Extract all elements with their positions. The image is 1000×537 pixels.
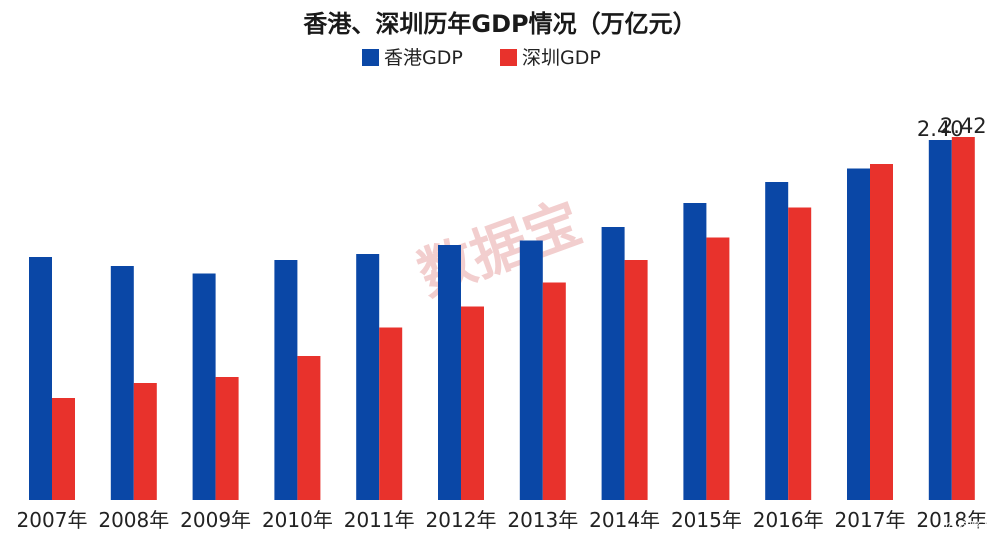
x-tick-label: 2011年	[344, 508, 415, 532]
x-tick-label: 2013年	[507, 508, 578, 532]
bar-sz-5	[461, 306, 484, 500]
data-labels: 2.402.42	[917, 114, 987, 141]
bar-hk-2	[192, 273, 216, 500]
bar-sz-6	[542, 282, 566, 500]
bar-sz-4	[379, 327, 403, 500]
x-tick-label: 2018年	[916, 508, 987, 532]
bar-hk-10	[847, 168, 870, 500]
x-tick-label: 2008年	[98, 508, 169, 532]
bar-sz-1	[133, 383, 157, 500]
bar-hk-7	[601, 227, 625, 500]
bar-sz-8	[706, 237, 730, 500]
x-tick-label: 2012年	[426, 508, 497, 532]
x-tick-label: 2007年	[17, 508, 88, 532]
bar-sz-3	[297, 356, 321, 500]
bar-hk-4	[356, 254, 380, 500]
legend-swatch-hk	[362, 49, 379, 66]
x-tick-label: 2015年	[671, 508, 742, 532]
bar-hk-5	[438, 245, 461, 500]
data-label: 2.42	[940, 114, 987, 138]
bar-hk-8	[683, 203, 707, 500]
x-axis-ticks: 2007年 2008年 2009年 2010年 2011年 2012年 2013年 2014年…	[17, 508, 988, 532]
bar-hk-3	[274, 260, 298, 500]
bar-sz-10	[870, 164, 893, 500]
legend-label-hk: 香港GDP	[384, 47, 463, 69]
bar-hk-11	[928, 140, 952, 500]
credit: @格隆汇	[945, 519, 993, 534]
x-tick-label: 2016年	[753, 508, 824, 532]
legend: 香港GDP 深圳GDP	[362, 47, 601, 69]
bar-hk-0	[29, 257, 52, 500]
bar-hk-9	[765, 182, 789, 500]
x-tick-label: 2009年	[180, 508, 251, 532]
bar-hk-6	[519, 240, 543, 500]
legend-label-sz: 深圳GDP	[522, 47, 601, 69]
bar-sz-9	[788, 207, 812, 500]
bar-sz-7	[624, 260, 648, 500]
legend-swatch-sz	[500, 49, 517, 66]
chart-title: 香港、深圳历年GDP情况（万亿元）	[303, 10, 696, 38]
data-label: 2.40	[917, 117, 964, 141]
x-tick-label: 2014年	[589, 508, 660, 532]
bar-sz-0	[52, 398, 75, 500]
x-tick-label: 2010年	[262, 508, 333, 532]
bar-sz-2	[215, 377, 239, 500]
x-tick-label: 2017年	[835, 508, 906, 532]
bar-sz-11	[951, 137, 975, 500]
bar-hk-1	[110, 266, 134, 500]
bars	[29, 137, 975, 500]
